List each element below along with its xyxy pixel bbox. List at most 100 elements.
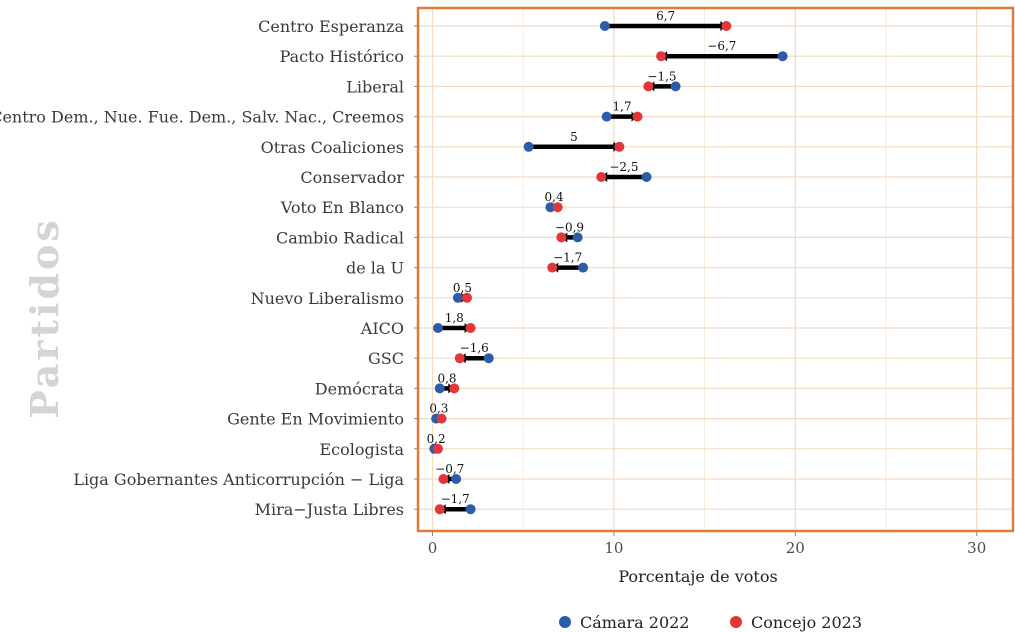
difference-label: −1,5 [647,69,676,83]
legend-marker-concejo [730,616,742,628]
dumbbell-row: −1,5 [643,69,681,92]
category-label: Demócrata [315,379,405,398]
difference-label: 6,7 [656,9,675,23]
point-camara-2022 [777,51,788,62]
point-camara-2022 [465,504,476,515]
panel-background [418,8,1013,531]
category-label: Centro Dem., Nue. Fue. Dem., Salv. Nac.,… [0,108,404,127]
category-label: de la U [346,259,404,278]
dumbbell-row: 0,3 [429,402,448,424]
x-tick-label: 20 [786,539,805,557]
category-label: Gente En Movimiento [227,410,404,429]
difference-label: 0,3 [429,402,448,416]
difference-label: −6,7 [707,39,736,53]
legend: Cámara 2022 Concejo 2023 [559,613,862,632]
category-label: AICO [360,319,404,338]
point-camara-2022 [572,232,583,243]
dumbbell-row: 0,2 [427,432,446,454]
dumbbell-row: −0,7 [435,462,464,484]
difference-label: 1,7 [613,100,632,114]
point-camara-2022 [523,141,534,152]
dumbbell-row: 0,8 [434,371,460,394]
category-label: Mira−Justa Libres [255,500,404,519]
point-concejo-2023 [614,141,625,152]
grid [418,8,1013,531]
point-camara-2022 [452,292,463,303]
difference-label: 5 [570,130,578,144]
category-label: Centro Esperanza [258,17,404,36]
point-camara-2022 [451,474,462,484]
panel-border [416,6,1015,533]
point-camara-2022 [641,172,652,182]
point-concejo-2023 [552,202,563,213]
point-camara-2022 [545,202,556,213]
dumbbells: 6,7 −6,7 −1,5 1,7 5 −2,5 0,4 −0,9 −1,7 0,5 1,8 −1,6… [427,9,788,515]
point-concejo-2023 [656,51,667,62]
dumbbell-row: 0,4 [545,190,564,213]
point-concejo-2023 [632,111,643,122]
category-label: Cambio Radical [276,228,404,247]
point-camara-2022 [434,383,445,394]
category-label: Voto En Blanco [280,198,404,217]
difference-label: −1,7 [553,251,582,265]
point-concejo-2023 [596,172,607,182]
x-axis-title: Porcentaje de votos [618,567,777,586]
x-axis-ticks: 0 10 20 30 [428,531,986,557]
point-camara-2022 [670,81,681,92]
point-concejo-2023 [465,323,476,333]
legend-label-concejo: Concejo 2023 [751,613,862,632]
difference-label: −1,6 [460,341,489,355]
dumbbell-row: 0,5 [453,281,472,303]
dumbbell-row: −6,7 [656,39,788,62]
point-camara-2022 [601,111,612,122]
x-tick-label: 10 [604,539,623,557]
dumbbell-row: −1,7 [547,251,589,273]
category-label: Liga Gobernantes Anticorrupción − Liga [73,470,404,489]
difference-label: −0,7 [435,462,464,476]
category-label: Conservador [300,168,404,187]
point-concejo-2023 [556,232,567,243]
point-camara-2022 [432,323,443,333]
point-concejo-2023 [432,443,443,454]
difference-label: 0,5 [453,281,472,295]
category-label: GSC [368,349,404,368]
point-camara-2022 [599,21,610,31]
dumbbell-row: 1,7 [601,100,643,122]
point-concejo-2023 [547,262,558,273]
point-concejo-2023 [461,292,472,303]
dumbbell-row: −0,9 [555,220,584,243]
dumbbell-row: 6,7 [599,9,732,31]
point-camara-2022 [578,262,589,273]
dumbbell-row: 5 [523,130,625,152]
category-label: Liberal [346,77,404,96]
point-concejo-2023 [449,383,460,394]
legend-marker-camara [559,616,571,628]
difference-label: −2,5 [609,160,638,174]
point-camara-2022 [483,353,494,364]
point-concejo-2023 [721,21,732,31]
difference-label: 1,8 [445,311,464,325]
point-concejo-2023 [454,353,465,364]
difference-label: −0,9 [555,220,584,234]
category-labels: Centro Esperanza Pacto Histórico Liberal Ce… [0,17,418,519]
category-label: Nuevo Liberalismo [251,289,404,308]
legend-label-camara: Cámara 2022 [580,613,689,632]
x-tick-label: 0 [428,539,438,557]
y-axis-title: Partidos [22,217,67,419]
dumbbell-row: −1,7 [434,492,476,515]
category-label: Ecologista [319,440,404,459]
dumbbell-row: −1,6 [454,341,494,364]
dumbbell-row: −2,5 [596,160,652,182]
difference-label: 0,8 [437,371,456,385]
difference-label: −1,7 [441,492,470,506]
point-concejo-2023 [436,413,447,424]
difference-label: 0,2 [427,432,446,446]
category-label: Pacto Histórico [280,47,404,66]
x-tick-label: 30 [967,539,986,557]
dumbbell-row: 1,8 [432,311,476,333]
difference-label: 0,4 [545,190,564,204]
point-concejo-2023 [643,81,654,92]
point-concejo-2023 [434,504,445,515]
category-label: Otras Coaliciones [261,138,404,157]
